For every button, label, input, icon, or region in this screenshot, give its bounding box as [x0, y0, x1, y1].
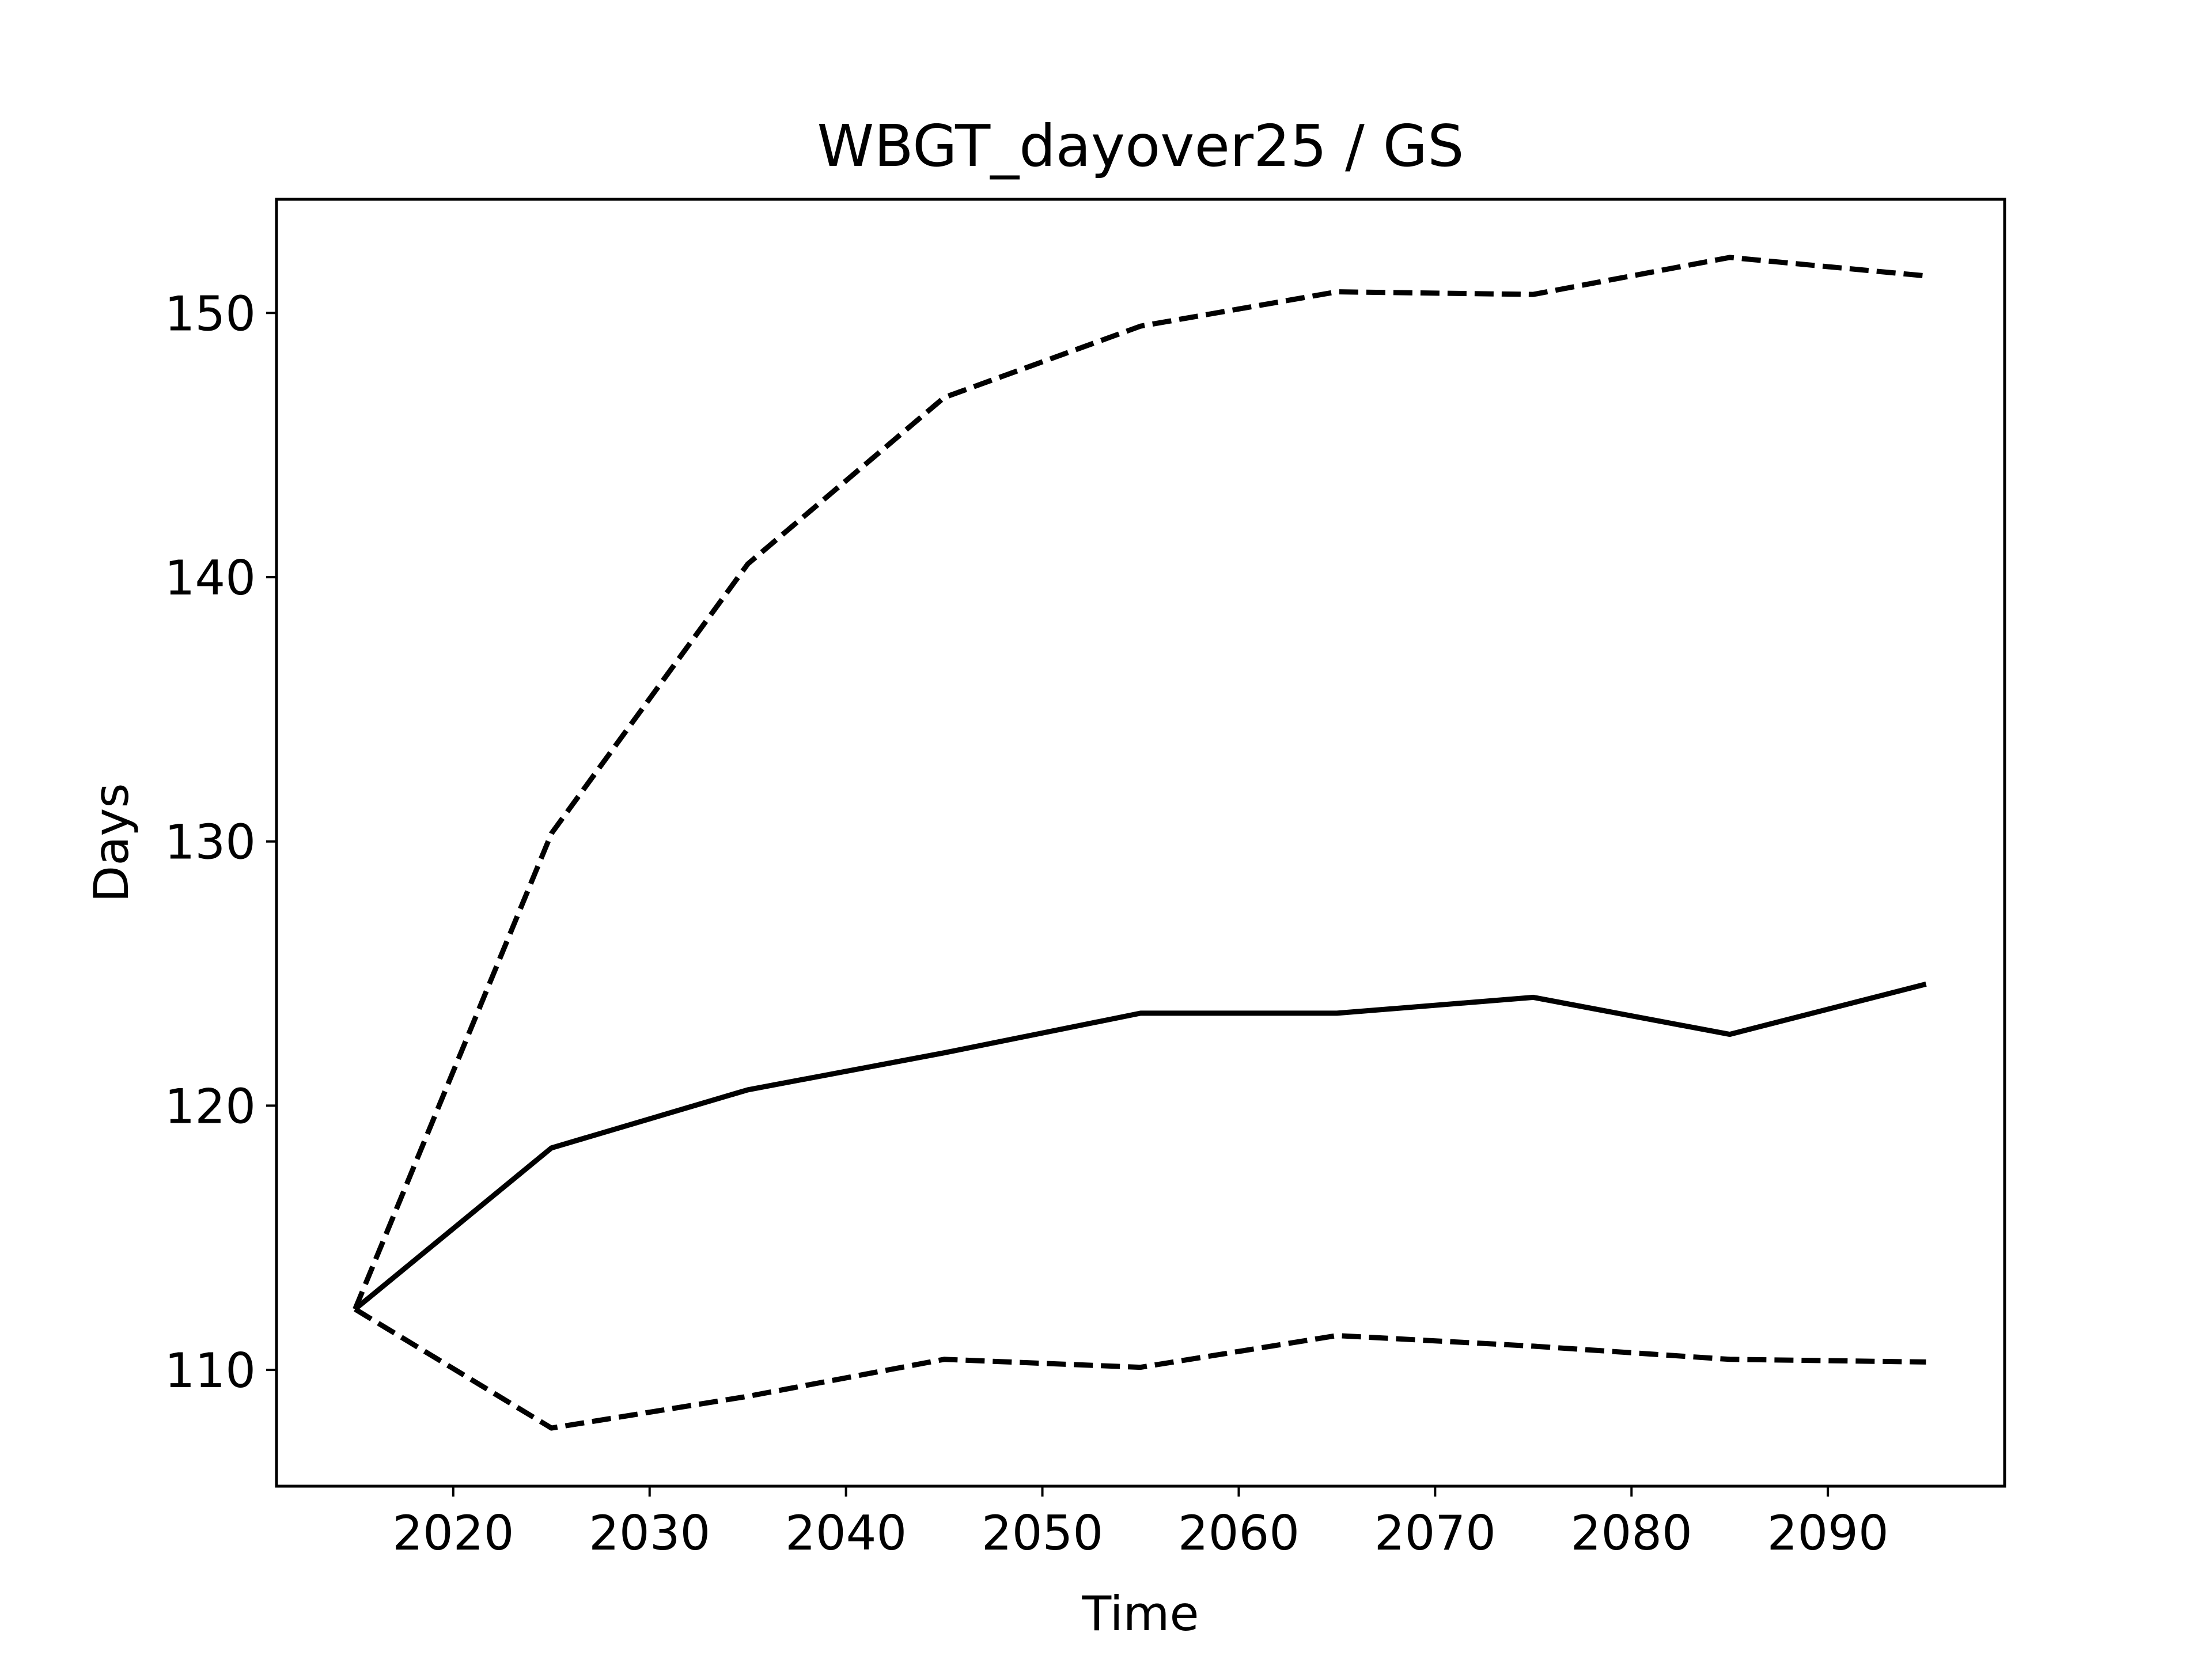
y-axis-ticks: 110 120 130 140 150: [165, 286, 276, 1399]
y-tick-label: 110: [165, 1343, 256, 1399]
series-lines: [353, 255, 1927, 1431]
x-tick-label: 2040: [785, 1505, 907, 1561]
chart-title: WBGT_dayover25 / GS: [817, 112, 1464, 180]
y-tick-label: 130: [165, 815, 256, 870]
x-tick-label: 2070: [1374, 1505, 1496, 1561]
series-line-lower: [354, 1306, 1926, 1431]
x-axis-label: Time: [1081, 1586, 1199, 1642]
y-tick-label: 140: [165, 550, 256, 606]
y-axis-label: Days: [84, 783, 139, 902]
series-line-median: [353, 982, 1927, 1312]
x-tick-label: 2020: [392, 1505, 514, 1561]
y-tick-label: 150: [165, 286, 256, 342]
x-tick-label: 2080: [1571, 1505, 1692, 1561]
series-line-upper: [353, 255, 1927, 1310]
y-tick-label: 120: [165, 1078, 256, 1134]
x-tick-label: 2030: [589, 1505, 710, 1561]
x-axis-ticks: 2020 2030 2040 2050 2060 2070 2080 2090: [392, 1486, 1889, 1561]
x-tick-label: 2060: [1178, 1505, 1300, 1561]
x-tick-label: 2050: [982, 1505, 1103, 1561]
x-tick-label: 2090: [1767, 1505, 1889, 1561]
plot-frame: [275, 198, 2006, 1488]
